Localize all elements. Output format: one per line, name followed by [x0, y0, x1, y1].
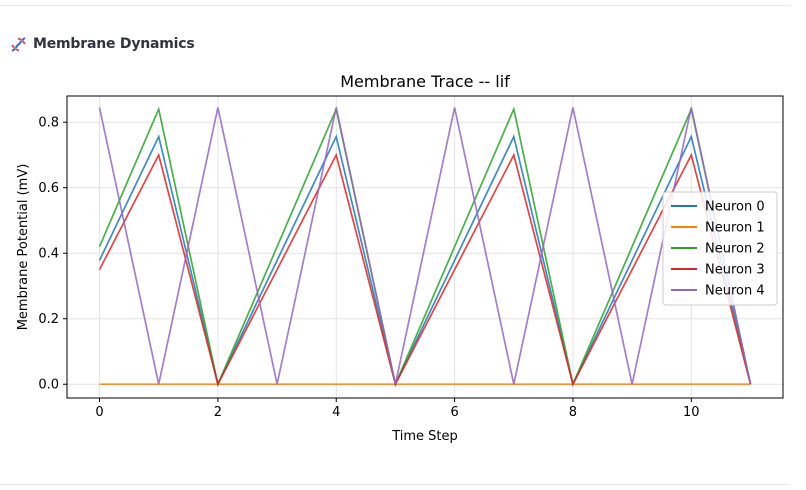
series-line-neuron-2 [98, 106, 752, 387]
y-tick-label: 0.0 [38, 378, 59, 393]
legend-label: Neuron 4 [705, 284, 765, 299]
section-title: Membrane Dynamics [33, 36, 195, 52]
top-divider [0, 5, 790, 6]
x-axis-label: Time Step [391, 429, 458, 444]
legend: Neuron 0 Neuron 1 Neuron 2 Neuron 3 Neuron 4 [662, 191, 778, 306]
x-tick-label: 6 [450, 405, 458, 420]
legend-label: Neuron 2 [705, 242, 765, 257]
x-tick-label: 2 [214, 405, 222, 420]
legend-label: Neuron 3 [705, 263, 765, 278]
legend-box [662, 191, 778, 306]
series-lines [98, 106, 752, 387]
x-tick-label: 10 [683, 405, 700, 420]
section-header: Membrane Dynamics [10, 34, 195, 54]
y-tick-label: 0.8 [38, 116, 59, 131]
y-axis-label: Membrane Potential (mV) [16, 164, 31, 331]
membrane-trace-chart: Membrane Trace -- lif 0 2 4 6 8 10 0.00.20.40… [16, 72, 784, 444]
y-axis-ticks: 0.0 0.2 0.4 0.6 0.8 [38, 116, 67, 393]
legend-label: Neuron 1 [705, 221, 765, 236]
legend-label: Neuron 0 [705, 200, 765, 215]
y-tick-label: 0.6 [38, 181, 59, 196]
plot-frame [66, 95, 784, 399]
bottom-divider [0, 484, 790, 485]
dna-icon [10, 36, 27, 53]
x-tick-label: 4 [332, 405, 340, 420]
y-tick-label: 0.2 [38, 312, 59, 327]
x-tick-label: 0 [95, 405, 103, 420]
x-axis-ticks: 0 2 4 6 8 10 [95, 398, 700, 420]
series-line-neuron-3 [98, 152, 752, 387]
chart-title: Membrane Trace -- lif [340, 72, 510, 91]
series-line-neuron-4 [98, 107, 752, 385]
y-tick-label: 0.4 [38, 247, 59, 262]
series-line-neuron-0 [98, 134, 752, 387]
x-tick-label: 8 [569, 405, 577, 420]
